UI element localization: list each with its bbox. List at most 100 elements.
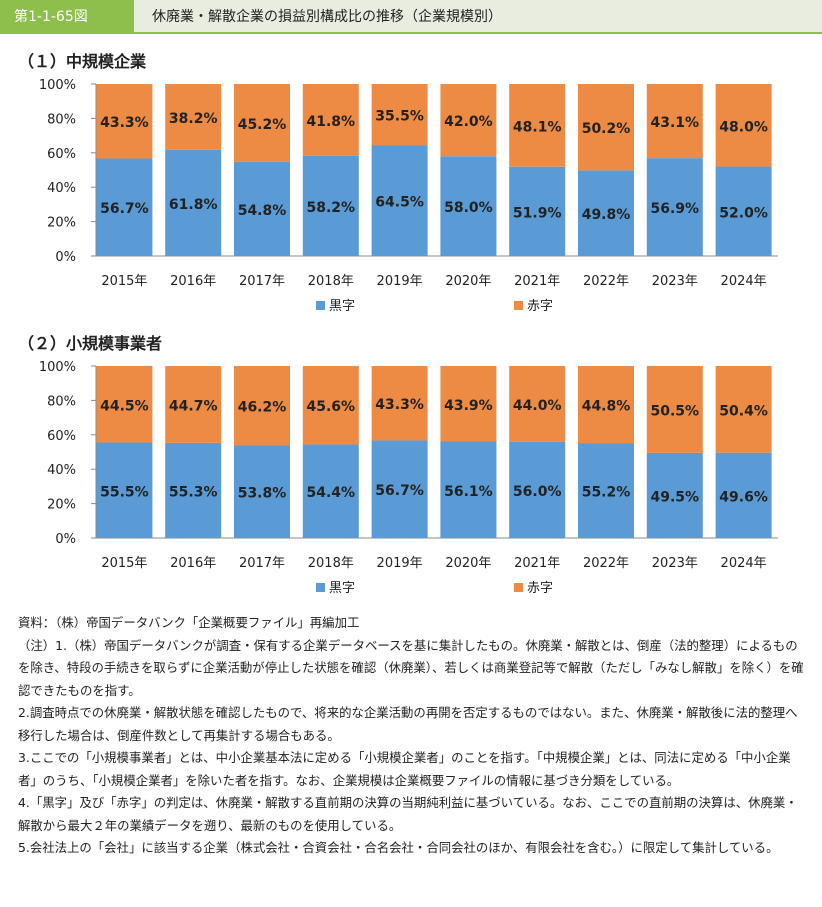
- y-tick-label: 60%: [47, 429, 76, 444]
- data-label: 41.8%: [307, 114, 356, 130]
- data-label: 43.3%: [375, 397, 424, 413]
- bar-loss: [646, 84, 703, 159]
- bar-loss: [509, 366, 566, 442]
- y-tick-label: 20%: [47, 498, 76, 513]
- y-tick-label: 40%: [47, 463, 76, 478]
- bar-profit: [715, 452, 772, 538]
- x-tick-label: 2021年: [514, 274, 560, 289]
- bar-loss: [96, 84, 153, 159]
- bar-profit: [578, 443, 634, 538]
- y-tick-label: 0%: [55, 250, 76, 265]
- data-label: 38.2%: [169, 111, 218, 127]
- note-4: 4.「黒字」及び「赤字」の判定は、休廃業・解散する直前期の決算の当期純利益に基づ…: [18, 795, 798, 833]
- data-label: 46.2%: [238, 400, 287, 416]
- bar-loss: [578, 366, 634, 444]
- legend-swatch: [514, 301, 523, 310]
- data-label: 43.9%: [444, 398, 493, 414]
- notes: 資料：（株）帝国データバンク「企業概要ファイル」再編加工 （注）1.（株）帝国デ…: [18, 612, 808, 860]
- source-note: 資料：（株）帝国データバンク「企業概要ファイル」再編加工: [18, 615, 360, 630]
- y-tick-label: 60%: [47, 147, 76, 162]
- bar-profit: [234, 161, 290, 256]
- bar-profit: [96, 442, 153, 538]
- legend-label: 赤字: [527, 299, 553, 314]
- x-tick-label: 2024年: [721, 556, 767, 571]
- data-label: 49.8%: [582, 207, 631, 223]
- data-label: 56.7%: [100, 201, 149, 217]
- data-label: 50.2%: [582, 121, 631, 137]
- data-label: 35.5%: [375, 109, 424, 125]
- x-tick-label: 2017年: [239, 274, 285, 289]
- bar-profit: [509, 166, 566, 256]
- y-tick-label: 40%: [47, 181, 76, 196]
- data-label: 56.1%: [444, 484, 493, 500]
- data-label: 52.0%: [719, 205, 768, 221]
- x-tick-label: 2021年: [514, 556, 560, 571]
- section-title-small: （２）小規模事業者: [18, 334, 163, 353]
- bar-profit: [509, 441, 566, 538]
- bar-profit: [371, 145, 428, 256]
- chart-small-businesses: 0% 20% 40% 60% 80% 100% 55.5% 44.5% 2015年 55.3% 44…: [39, 360, 778, 596]
- data-label: 64.5%: [375, 195, 424, 211]
- figure-number: 第1-1-65図: [0, 0, 134, 34]
- legend-label: 黒字: [329, 581, 355, 596]
- data-label: 55.3%: [169, 484, 218, 500]
- data-label: 44.0%: [513, 398, 562, 414]
- legend-label: 黒字: [329, 299, 355, 314]
- data-label: 54.8%: [238, 203, 287, 219]
- bar-profit: [165, 442, 222, 538]
- x-tick-label: 2016年: [170, 274, 216, 289]
- data-label: 43.3%: [100, 115, 149, 131]
- x-tick-label: 2020年: [445, 274, 491, 289]
- bar-loss: [234, 366, 290, 446]
- y-tick-label: 80%: [47, 112, 76, 127]
- x-tick-label: 2019年: [377, 556, 423, 571]
- x-tick-label: 2022年: [583, 556, 629, 571]
- data-label: 56.0%: [513, 484, 562, 500]
- bar-loss: [371, 84, 428, 146]
- section-title-medium: （１）中規模企業: [18, 52, 147, 71]
- x-tick-label: 2023年: [652, 274, 698, 289]
- bar-loss: [509, 84, 566, 167]
- note-3: 3.ここでの「小規模事業者」とは、中小企業基本法に定める「小規模企業者」のことを…: [18, 750, 791, 788]
- data-label: 44.7%: [169, 398, 218, 414]
- bar-profit: [646, 452, 703, 538]
- bar-loss: [165, 84, 222, 150]
- figure-header: 第1-1-65図 休廃業・解散企業の損益別構成比の推移（企業規模別）: [0, 0, 822, 34]
- data-label: 43.1%: [651, 115, 700, 131]
- bar-loss: [371, 366, 428, 441]
- bar-profit: [302, 155, 359, 256]
- bar-loss: [715, 366, 772, 453]
- y-tick-label: 20%: [47, 216, 76, 231]
- bar-profit: [646, 158, 703, 256]
- data-label: 45.2%: [238, 117, 287, 133]
- bar-loss: [96, 366, 153, 443]
- legend-swatch: [514, 583, 523, 592]
- data-label: 54.4%: [307, 485, 356, 501]
- data-label: 56.9%: [651, 201, 700, 217]
- bar-profit: [234, 445, 290, 538]
- x-tick-label: 2017年: [239, 556, 285, 571]
- bar-profit: [165, 149, 222, 256]
- data-label: 53.8%: [238, 486, 287, 502]
- bar-loss: [646, 366, 703, 453]
- x-tick-label: 2016年: [170, 556, 216, 571]
- x-tick-label: 2022年: [583, 274, 629, 289]
- bar-profit: [715, 166, 772, 256]
- data-label: 48.1%: [513, 119, 562, 135]
- y-tick-label: 80%: [47, 394, 76, 409]
- data-label: 42.0%: [444, 114, 493, 130]
- x-tick-label: 2018年: [308, 556, 354, 571]
- bar-profit: [440, 156, 497, 256]
- bar-profit: [302, 444, 359, 538]
- bar-profit: [578, 170, 634, 256]
- data-label: 56.7%: [375, 483, 424, 499]
- y-tick-label: 100%: [39, 360, 76, 375]
- x-tick-label: 2015年: [101, 274, 147, 289]
- y-tick-label: 100%: [39, 78, 76, 93]
- legend-swatch: [316, 301, 325, 310]
- data-label: 44.8%: [582, 399, 631, 415]
- x-tick-label: 2015年: [101, 556, 147, 571]
- legend-label: 赤字: [527, 581, 553, 596]
- data-label: 49.5%: [651, 489, 700, 505]
- bar-loss: [302, 366, 359, 445]
